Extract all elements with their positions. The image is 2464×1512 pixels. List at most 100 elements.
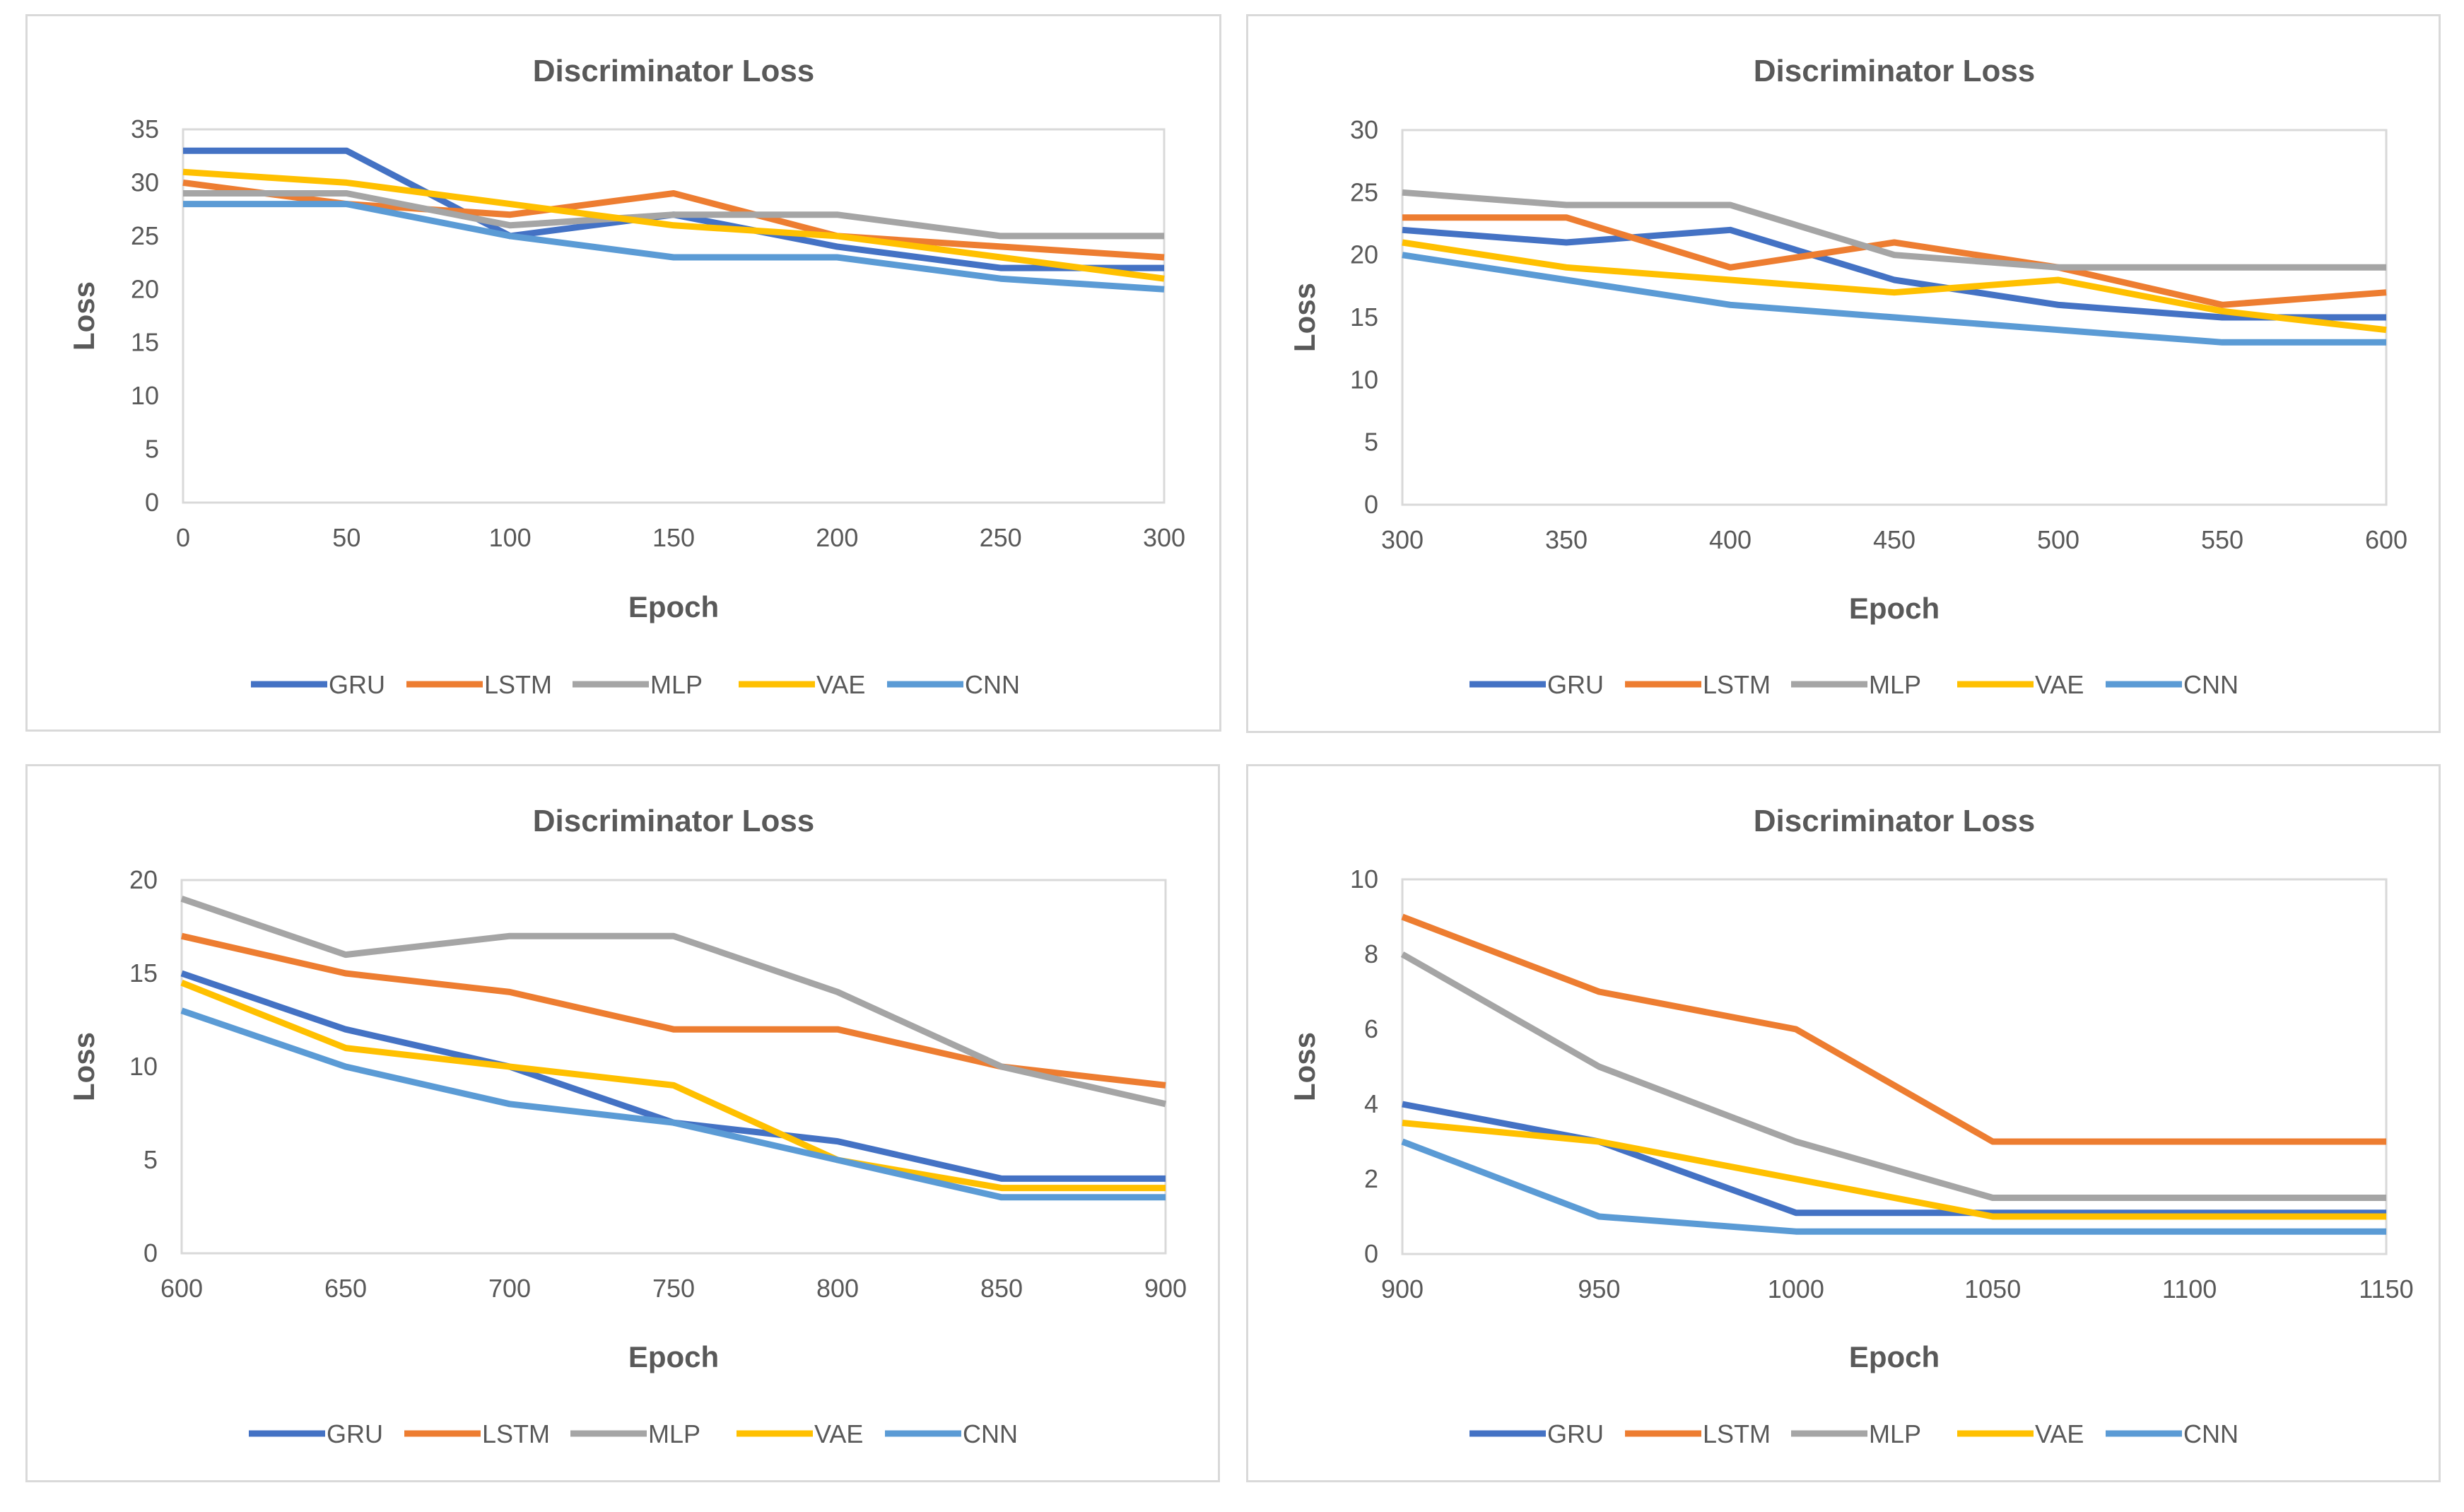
legend-label-gru: GRU — [327, 1419, 383, 1448]
x-axis-title: Epoch — [1849, 592, 1940, 625]
x-tick-label: 0 — [176, 523, 190, 552]
series-line-gru — [180, 970, 1166, 1182]
x-axis-title: Epoch — [628, 590, 719, 623]
x-tick-label: 300 — [1381, 525, 1424, 554]
x-tick-label: 600 — [160, 1274, 203, 1303]
x-tick-label: 750 — [652, 1274, 695, 1303]
y-tick-label: 2 — [1364, 1164, 1378, 1193]
x-tick-label: 550 — [2201, 525, 2243, 554]
y-axis-title: Loss — [1288, 283, 1321, 352]
legend-label-lstm: LSTM — [484, 670, 552, 699]
series-line-cnn — [1402, 252, 2386, 346]
y-tick-label: 15 — [1350, 303, 1378, 332]
series-line-vae — [1402, 239, 2387, 334]
legend-label-gru: GRU — [1547, 670, 1604, 699]
y-tick-label: 20 — [131, 274, 159, 303]
legend-label-lstm: LSTM — [482, 1419, 550, 1448]
chart-panel-epochs-900-1150: Discriminator Loss 0 2 4 6 8 10 900 950 1000 1050 1… — [1246, 764, 2441, 1482]
chart-title: Discriminator Loss — [1754, 54, 2036, 88]
x-tick-label: 1000 — [1768, 1274, 1824, 1303]
chart-panel-epochs-600-900: Discriminator Loss 0 5 10 15 20 600 650 700 750 80… — [25, 764, 1220, 1482]
chart-svg: Discriminator Loss 0 5 10 15 20 25 30 35 0 50 100 15… — [67, 54, 1185, 699]
legend-label-cnn: CNN — [963, 1419, 1018, 1448]
y-tick-label: 15 — [131, 328, 159, 357]
chart-svg: Discriminator Loss 0 2 4 6 8 10 900 950 1000 1050 1… — [1288, 804, 2414, 1448]
x-tick-label: 700 — [488, 1274, 531, 1303]
plot-area — [180, 879, 1167, 1255]
series-line-gru — [1402, 226, 2386, 321]
x-tick-label: 200 — [816, 523, 858, 552]
x-tick-label: 350 — [1545, 525, 1588, 554]
y-tick-label: 5 — [1364, 428, 1378, 457]
x-tick-label: 500 — [2037, 525, 2079, 554]
legend-label-cnn: CNN — [965, 670, 1020, 699]
series-line-mlp — [1402, 189, 2386, 271]
y-axis-title: Loss — [67, 281, 100, 351]
legend-label-mlp: MLP — [648, 1419, 700, 1448]
x-tick-label: 300 — [1143, 523, 1185, 552]
chart-svg: Discriminator Loss 0 5 10 15 20 600 650 700 750 80… — [67, 804, 1187, 1448]
chart-panel-epochs-300-600: Discriminator Loss 0 5 10 15 20 25 30 300 350 400 4… — [1246, 14, 2441, 733]
plot-area — [1401, 878, 2388, 1255]
series-line-vae — [180, 980, 1166, 1192]
x-tick-label: 650 — [324, 1274, 367, 1303]
y-tick-label: 0 — [143, 1238, 158, 1267]
x-tick-label: 1150 — [2359, 1274, 2413, 1303]
legend-label-cnn: CNN — [2183, 670, 2239, 699]
y-tick-label: 6 — [1364, 1014, 1378, 1043]
x-tick-label: 250 — [980, 523, 1022, 552]
legend-label-lstm: LSTM — [1703, 670, 1771, 699]
legend-label-gru: GRU — [329, 670, 385, 699]
y-tick-label: 20 — [1350, 240, 1378, 269]
plot-area — [182, 128, 1166, 504]
y-tick-label: 4 — [1364, 1089, 1378, 1118]
x-tick-label: 900 — [1381, 1274, 1424, 1303]
y-tick-label: 0 — [1364, 490, 1378, 519]
series-line-vae — [182, 168, 1165, 282]
chart-title: Discriminator Loss — [1754, 804, 2036, 838]
chart-title: Discriminator Loss — [533, 804, 815, 838]
series-line-mlp — [180, 896, 1166, 1108]
series-line-lstm — [1402, 214, 2387, 308]
x-tick-label: 950 — [1578, 1274, 1620, 1303]
x-tick-label: 850 — [980, 1274, 1023, 1303]
y-tick-label: 35 — [131, 115, 159, 143]
chart-panel-epochs-0-300: Discriminator Loss 0 5 10 15 20 25 30 35 0 50 100 15… — [25, 14, 1221, 732]
legend-label-vae: VAE — [2035, 1419, 2084, 1448]
y-tick-label: 10 — [131, 381, 159, 410]
x-tick-label: 150 — [652, 523, 695, 552]
x-tick-label: 400 — [1709, 525, 1752, 554]
legend-label-mlp: MLP — [650, 670, 703, 699]
legend-label-vae: VAE — [2035, 670, 2084, 699]
x-tick-label: 900 — [1144, 1274, 1187, 1303]
y-tick-label: 10 — [1350, 365, 1378, 394]
series-line-cnn — [183, 201, 1165, 293]
y-tick-label: 8 — [1364, 939, 1378, 968]
y-tick-label: 25 — [1350, 177, 1378, 206]
legend-label-vae: VAE — [816, 670, 865, 699]
legend-label-lstm: LSTM — [1703, 1419, 1771, 1448]
legend-label-mlp: MLP — [1869, 670, 1921, 699]
x-tick-label: 1100 — [2162, 1274, 2217, 1303]
y-tick-label: 5 — [145, 435, 159, 464]
y-tick-label: 25 — [131, 221, 159, 250]
y-tick-label: 10 — [1350, 865, 1378, 893]
series-line-mlp — [1400, 951, 2386, 1201]
series-line-lstm — [1401, 913, 2386, 1145]
y-tick-label: 30 — [131, 168, 159, 197]
y-tick-label: 10 — [129, 1052, 158, 1081]
legend-label-vae: VAE — [814, 1419, 863, 1448]
y-tick-label: 15 — [129, 959, 158, 988]
series-line-cnn — [1401, 1138, 2386, 1235]
legend-label-mlp: MLP — [1869, 1419, 1921, 1448]
y-tick-label: 5 — [143, 1145, 158, 1174]
y-axis-title: Loss — [1288, 1032, 1321, 1101]
x-tick-label: 50 — [332, 523, 360, 552]
x-tick-label: 100 — [489, 523, 532, 552]
y-tick-label: 0 — [145, 488, 159, 517]
y-tick-label: 20 — [129, 865, 158, 894]
series-line-vae — [1402, 1120, 2386, 1220]
series-line-mlp — [183, 190, 1164, 240]
x-tick-label: 800 — [816, 1274, 859, 1303]
y-tick-label: 30 — [1350, 115, 1378, 144]
